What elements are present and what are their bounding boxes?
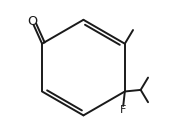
Text: O: O xyxy=(27,15,37,28)
Text: F: F xyxy=(120,105,126,115)
